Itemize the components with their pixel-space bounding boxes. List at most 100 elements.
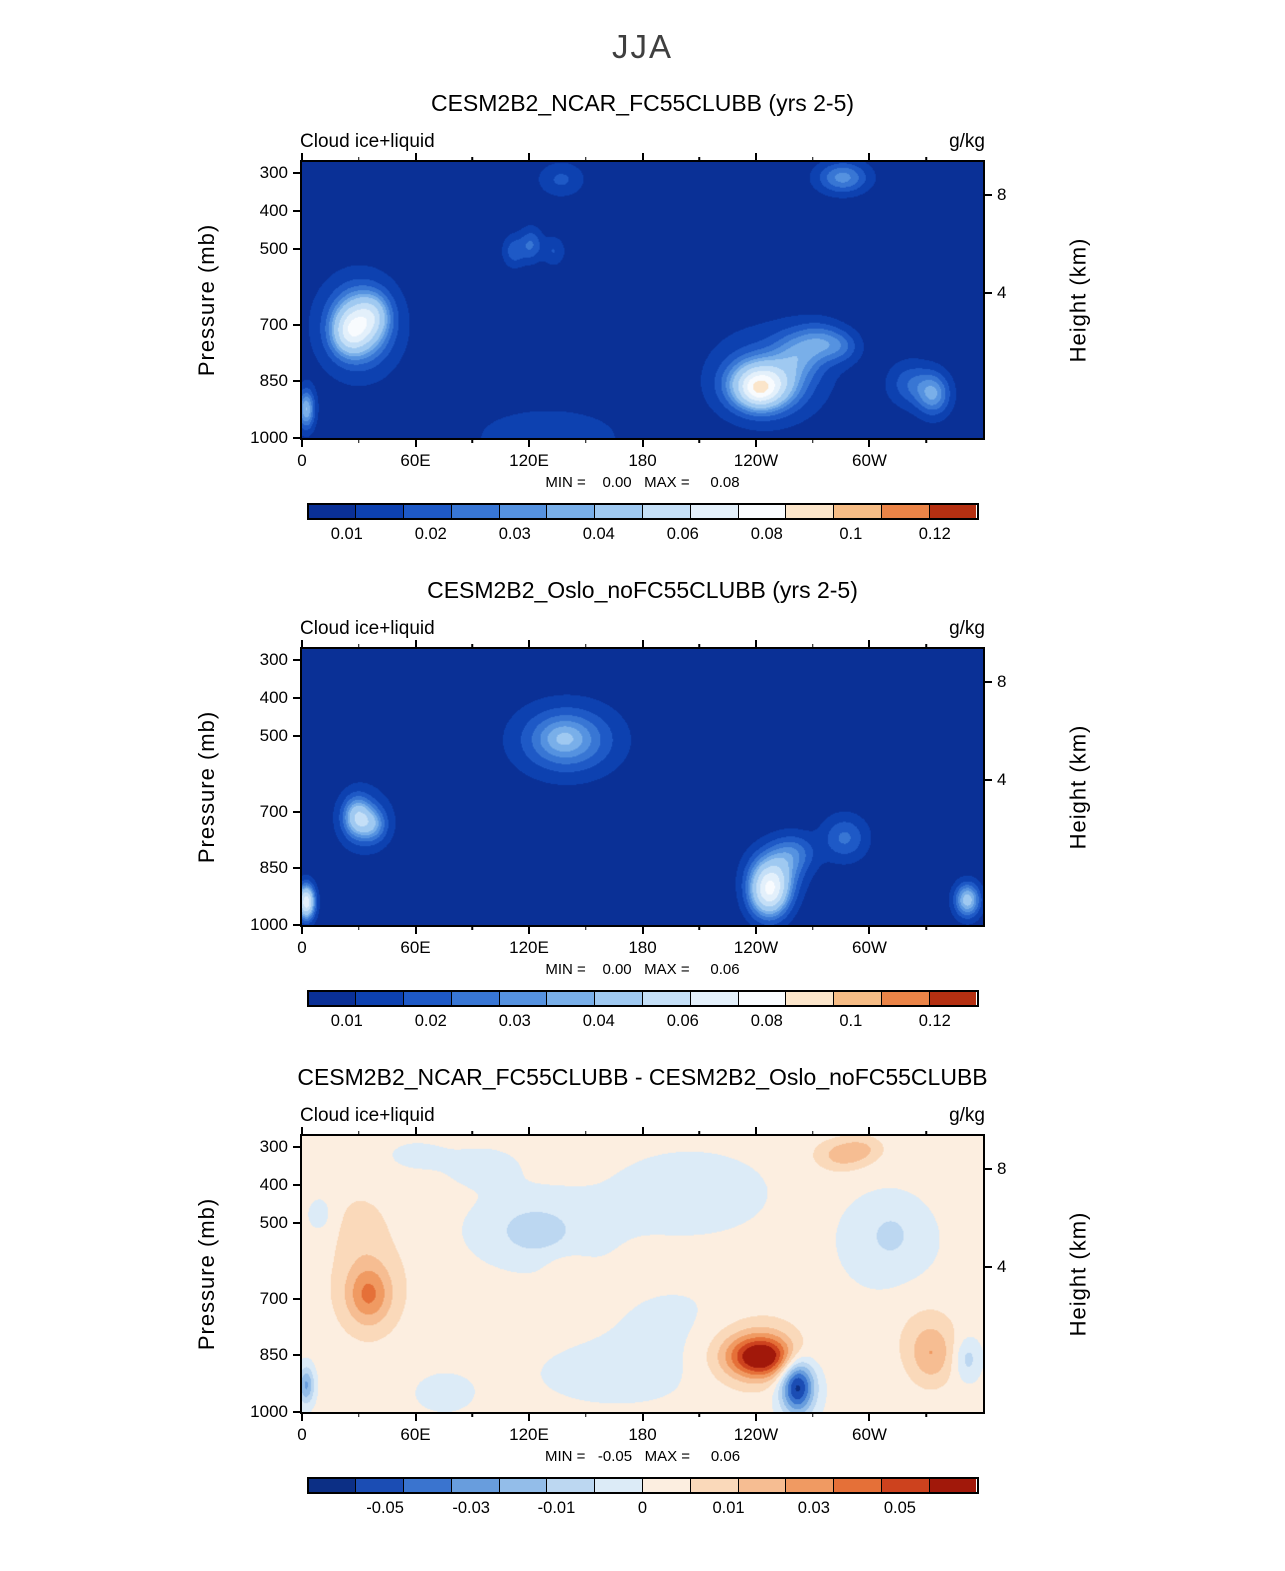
x-tick-label: 0 (297, 1425, 307, 1444)
units-label: g/kg (949, 131, 985, 152)
colorbar-tick-label: 0.03 (498, 525, 531, 543)
x-minor-tick (812, 1412, 814, 1417)
x-minor-tick (812, 1131, 814, 1136)
colorbar (306, 503, 979, 520)
colorbar-box (690, 992, 739, 1005)
x-minor-tick (585, 1131, 587, 1136)
colorbar-tick-label: 0.08 (750, 1012, 783, 1030)
pressure-tick-label: 850 (259, 371, 288, 391)
x-tick (301, 925, 303, 934)
colorbar-box (499, 992, 548, 1005)
panel-ncar: CESM2B2_NCAR_FC55CLUBB (yrs 2-5) Cloud i… (0, 90, 1285, 547)
pressure-tick-label: 400 (259, 688, 288, 708)
pressure-tick (293, 867, 302, 870)
x-tick-label: 180 (628, 451, 657, 470)
y-axis-label-left: Pressure (mb) (194, 710, 220, 864)
plot-wrap: Cloud ice+liquid g/kg Pressure (mb) Heig… (194, 1105, 1090, 1521)
pressure-tick (293, 172, 302, 175)
colorbar-tick-label: 0.06 (666, 1012, 699, 1030)
pressure-tick (293, 1297, 302, 1300)
subtitle-row: Cloud ice+liquid g/kg (300, 131, 985, 153)
colorbar-tick-label: 0.06 (666, 525, 699, 543)
panel-title: CESM2B2_NCAR_FC55CLUBB (yrs 2-5) (430, 90, 855, 116)
x-tick (868, 925, 871, 934)
colorbar-box (738, 505, 787, 518)
colorbar-tick-label: 0.08 (750, 525, 783, 543)
x-minor-tick (357, 157, 360, 162)
page-title: JJA (611, 28, 673, 65)
minmax-label: MIN = -0.05 MAX = 0.06 (544, 1448, 741, 1465)
x-tick-label: 120W (733, 1425, 779, 1444)
contour-canvas (302, 162, 983, 438)
x-tick-label: 120E (509, 1425, 549, 1444)
colorbar-box (786, 1479, 835, 1492)
x-minor-tick (698, 644, 700, 649)
colorbar-box (881, 505, 930, 518)
x-tick (527, 438, 530, 447)
colorbar-tick-label: -0.05 (366, 1499, 404, 1517)
x-tick (755, 1127, 758, 1136)
pressure-tick-label: 1000 (250, 1402, 288, 1421)
y-axis-left: Pressure (mb) (192, 1136, 222, 1412)
y-axis-label-left: Pressure (mb) (194, 223, 220, 377)
x-minor-tick (471, 1412, 473, 1417)
pressure-tick (293, 210, 302, 213)
x-minor-tick (925, 157, 928, 162)
x-tick-label: 180 (628, 1425, 657, 1444)
colorbar-tick-label: 0.03 (498, 1012, 531, 1030)
x-tick (868, 1412, 871, 1421)
x-tick (301, 153, 303, 162)
pressure-tick-label: 500 (259, 238, 288, 258)
plot-area: Pressure (mb) Height (km) 0 60E 120E 180 120… (194, 1127, 1090, 1444)
panel-title: CESM2B2_NCAR_FC55CLUBB - CESM2B2_Oslo_no… (297, 1064, 988, 1090)
pressure-tick (293, 1221, 302, 1224)
height-tick-label: 8 (997, 1158, 1007, 1178)
colorbar-tick-label: 0.01 (330, 525, 363, 543)
colorbar-tick-label: 0.02 (414, 525, 447, 543)
plot-area: Pressure (mb) Height (km) 0 60E 120E 180 120… (194, 153, 1090, 470)
colorbar-tick-label: 0.1 (839, 1012, 863, 1030)
panel-title: CESM2B2_Oslo_noFC55CLUBB (yrs 2-5) (427, 577, 858, 603)
x-tick (868, 438, 871, 447)
plot-wrap: Cloud ice+liquid g/kg Pressure (mb) Heig… (194, 131, 1090, 547)
colorbar-box (547, 505, 596, 518)
pressure-tick (293, 1411, 302, 1413)
x-tick (755, 153, 758, 162)
x-minor-tick (585, 438, 587, 443)
x-tick (414, 640, 417, 649)
y-axis-left: Pressure (mb) (192, 162, 222, 438)
height-tick-label: 4 (997, 1256, 1007, 1276)
pressure-tick (293, 659, 302, 662)
pressure-tick-label: 500 (259, 725, 288, 745)
pressure-tick (293, 437, 302, 439)
colorbar-box (308, 1479, 357, 1492)
x-tick (301, 1412, 303, 1421)
colorbar-box (404, 992, 452, 1005)
pressure-tick (293, 1184, 302, 1187)
x-minor-tick (812, 644, 814, 649)
height-tick (983, 680, 992, 683)
x-minor-tick (585, 644, 587, 649)
colorbar-box (690, 505, 739, 518)
y-axis-right: Height (km) (1063, 162, 1093, 438)
x-tick (414, 153, 417, 162)
colorbar-box (595, 992, 643, 1005)
pressure-tick-label: 700 (259, 801, 288, 821)
colorbar-box (834, 992, 882, 1005)
colorbar-box (308, 505, 357, 518)
colorbar-box (738, 1479, 787, 1492)
colorbar-box (404, 1479, 452, 1492)
colorbar-labels: 0.01 0.02 0.03 0.04 0.06 0.08 0.1 0.12 (307, 1010, 979, 1034)
y-axis-label-left: Pressure (mb) (194, 1197, 220, 1351)
colorbar-tick-label: 0.03 (797, 1499, 830, 1517)
colorbar-box (690, 1479, 739, 1492)
colorbar-box (356, 992, 405, 1005)
height-tick (983, 1265, 992, 1268)
y-axis-right: Height (km) (1063, 649, 1093, 925)
pressure-tick (293, 810, 302, 813)
colorbar-tick-label: 0.12 (918, 525, 951, 543)
colorbar (306, 990, 979, 1007)
colorbar-box (547, 992, 596, 1005)
colorbar-box (451, 992, 500, 1005)
x-minor-tick (925, 438, 928, 443)
